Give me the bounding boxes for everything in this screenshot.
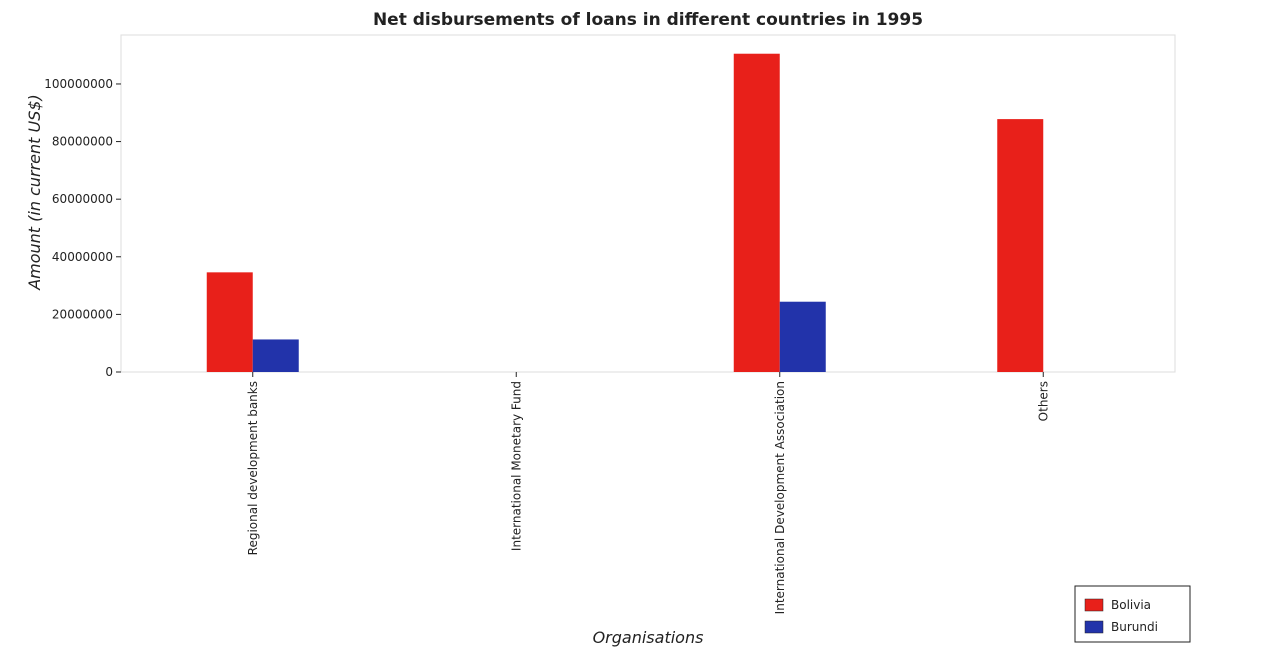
y-tick-label: 60000000 (52, 192, 113, 206)
x-tick-label: Others (1036, 381, 1050, 421)
plot-frame (120, 34, 1176, 373)
bar-burundi-0 (252, 339, 299, 372)
bar-burundi-2 (779, 301, 826, 372)
y-tick-label: 100000000 (44, 77, 113, 91)
legend-label-burundi: Burundi (1111, 620, 1158, 634)
legend-label-bolivia: Bolivia (1111, 598, 1151, 612)
chart-title: Net disbursements of loans in different … (373, 10, 923, 30)
x-tick-label: Regional development banks (246, 381, 260, 555)
y-tick-label: 80000000 (52, 135, 113, 149)
plot-area: 0 20000000 40000000 60000000 80000000 1000000… (44, 34, 1176, 614)
bar-bolivia-2 (733, 53, 780, 372)
x-tick-label: International Development Association (773, 381, 787, 614)
y-tick-label: 0 (105, 365, 113, 379)
legend: Bolivia Burundi (1074, 585, 1191, 643)
x-axis-label: Organisations (593, 628, 704, 647)
x-tick-label: International Monetary Fund (509, 381, 523, 551)
legend-swatch-burundi (1084, 620, 1104, 634)
y-tick-label: 20000000 (52, 307, 113, 321)
legend-swatch-bolivia (1084, 598, 1104, 612)
y-axis-label: Amount (in current US$) (25, 94, 44, 291)
bar-bolivia-0 (206, 272, 253, 372)
bar-bolivia-3 (997, 119, 1044, 372)
y-tick-label: 40000000 (52, 250, 113, 264)
legend-box (1074, 585, 1191, 643)
